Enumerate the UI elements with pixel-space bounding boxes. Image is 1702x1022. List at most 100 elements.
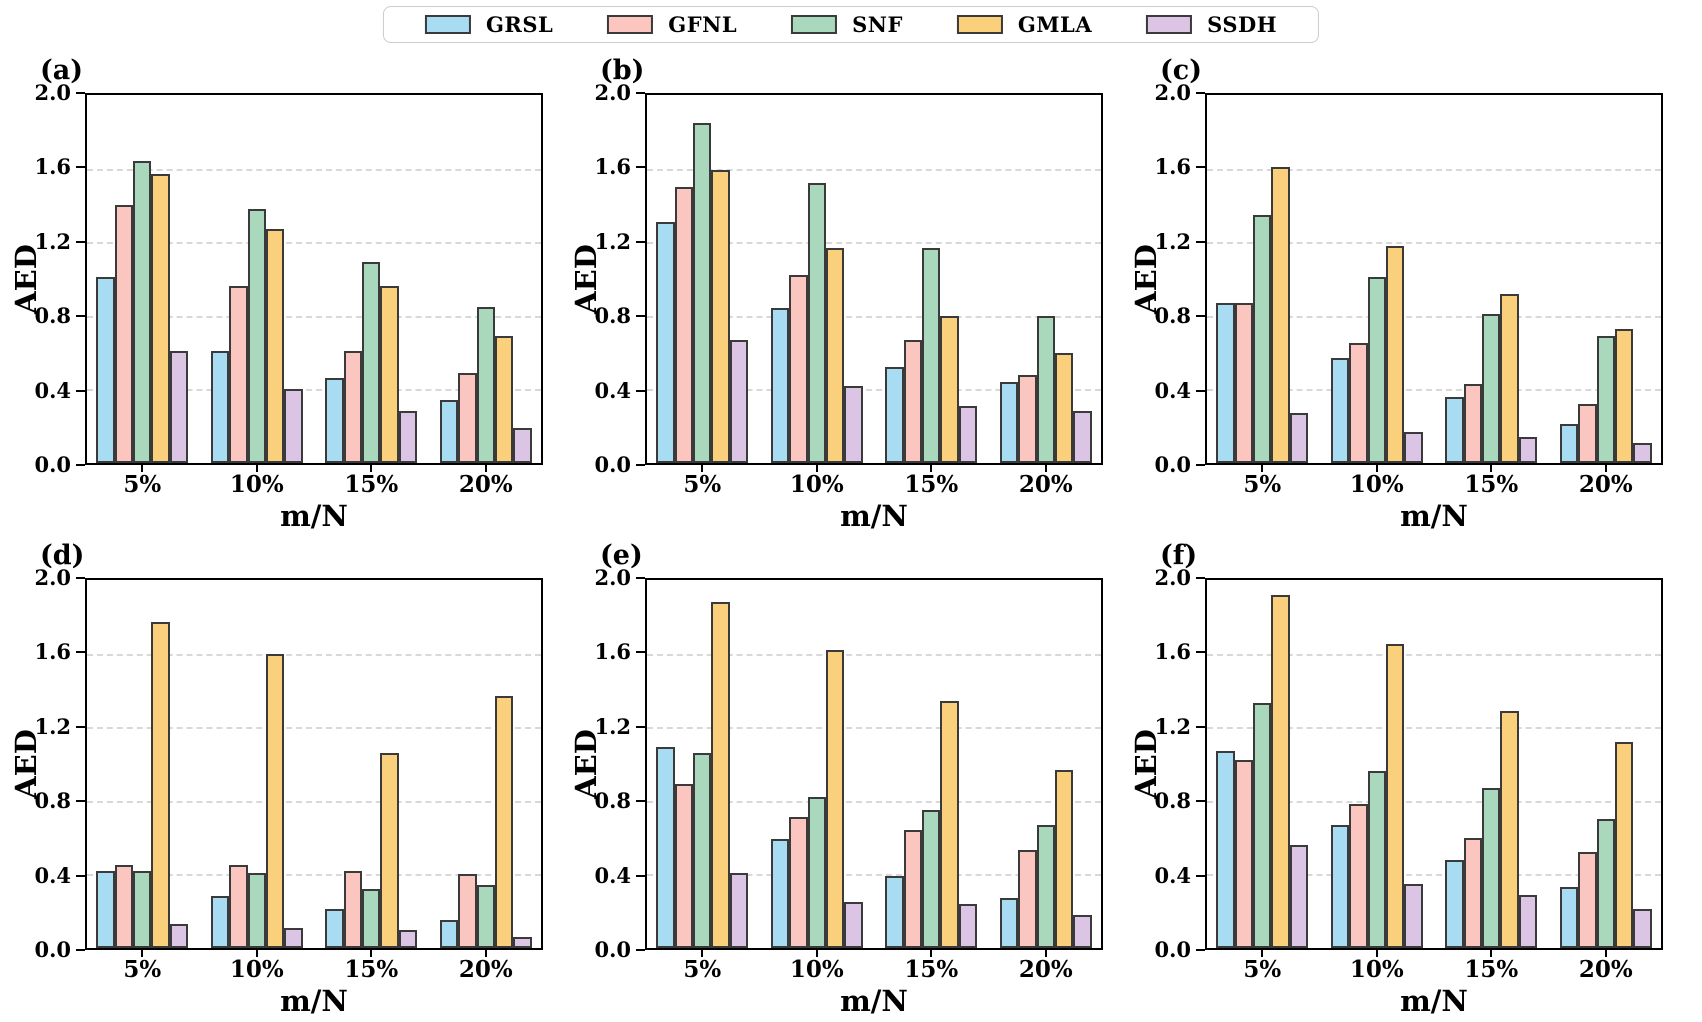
bar-snf-10pct-d bbox=[247, 872, 266, 948]
y-tick-mark-b bbox=[636, 92, 645, 94]
bar-snf-20pct-d bbox=[476, 885, 495, 948]
bar-grsl-15pct-c bbox=[1445, 396, 1464, 463]
bar-grsl-5pct-c bbox=[1216, 302, 1235, 463]
bar-grsl-5pct-d bbox=[96, 870, 115, 948]
x-tick-label-d: 5% bbox=[123, 956, 162, 983]
gridline-e-0.4 bbox=[647, 874, 1101, 877]
legend-swatch-grsl bbox=[424, 15, 471, 34]
y-tick-mark-a bbox=[76, 240, 85, 243]
plot-area-d bbox=[85, 578, 543, 950]
bar-grsl-10pct-b bbox=[770, 308, 790, 463]
plot-area-c bbox=[1205, 93, 1663, 465]
bar-ssdh-20pct-f bbox=[1633, 909, 1652, 948]
bar-snf-5pct-b bbox=[693, 122, 712, 463]
bar-gmla-20pct-a bbox=[494, 336, 514, 463]
bar-gmla-5pct-f bbox=[1271, 594, 1290, 948]
gridline-b-1.2 bbox=[647, 242, 1101, 245]
bar-ssdh-15pct-c bbox=[1518, 437, 1538, 463]
gridline-b-0.4 bbox=[647, 389, 1101, 392]
panel-label-b: (b) bbox=[600, 55, 645, 86]
bar-gmla-10pct-b bbox=[825, 247, 845, 463]
x-tick-label-c: 10% bbox=[1349, 471, 1404, 498]
bar-gmla-15pct-f bbox=[1500, 710, 1519, 948]
bar-grsl-20pct-c bbox=[1559, 424, 1579, 463]
bar-snf-5pct-c bbox=[1253, 214, 1272, 463]
x-tick-mark-c bbox=[1375, 463, 1378, 472]
bar-ssdh-5pct-f bbox=[1289, 844, 1309, 948]
bar-gmla-20pct-f bbox=[1614, 741, 1634, 948]
bar-grsl-5pct-b bbox=[656, 221, 675, 463]
gridline-c-1.6 bbox=[1207, 168, 1661, 171]
y-tick-mark-b bbox=[636, 389, 645, 392]
bar-grsl-15pct-e bbox=[885, 876, 904, 948]
y-tick-mark-e bbox=[636, 949, 645, 951]
bar-grsl-20pct-a bbox=[439, 400, 459, 463]
bar-ssdh-10pct-c bbox=[1404, 431, 1423, 463]
bar-gfnl-20pct-d bbox=[458, 874, 477, 948]
y-tick-mark-d bbox=[76, 651, 85, 654]
bar-ssdh-10pct-e bbox=[844, 902, 863, 948]
bar-grsl-20pct-d bbox=[439, 920, 459, 948]
bar-snf-20pct-e bbox=[1036, 824, 1055, 948]
bar-gfnl-10pct-d bbox=[229, 865, 248, 948]
panel-label-a: (a) bbox=[40, 55, 84, 86]
legend-item-gmla: GMLA bbox=[956, 12, 1092, 37]
bar-ssdh-20pct-c bbox=[1633, 442, 1652, 463]
bar-ssdh-5pct-b bbox=[729, 339, 749, 463]
bar-gmla-20pct-e bbox=[1054, 769, 1074, 948]
bar-grsl-10pct-c bbox=[1330, 358, 1350, 463]
bar-ssdh-10pct-b bbox=[844, 385, 863, 463]
bar-ssdh-10pct-d bbox=[284, 927, 303, 948]
bar-gfnl-20pct-e bbox=[1018, 850, 1037, 948]
bar-grsl-20pct-e bbox=[999, 898, 1019, 948]
x-tick-mark-a bbox=[370, 463, 373, 472]
bar-gmla-10pct-a bbox=[265, 229, 285, 463]
x-tick-mark-e bbox=[930, 948, 933, 957]
gridline-a-0.4 bbox=[87, 389, 541, 392]
bar-gfnl-20pct-b bbox=[1018, 374, 1037, 463]
x-tick-mark-d bbox=[255, 948, 258, 957]
y-tick-mark-c bbox=[1196, 389, 1205, 392]
bar-ssdh-15pct-d bbox=[398, 929, 418, 948]
legend-label-gfnl: GFNL bbox=[668, 12, 738, 37]
legend-item-snf: SNF bbox=[791, 12, 903, 37]
bar-ssdh-5pct-e bbox=[729, 872, 749, 948]
x-tick-mark-a bbox=[141, 463, 144, 472]
y-tick-mark-c bbox=[1196, 464, 1205, 466]
bar-gfnl-5pct-a bbox=[114, 205, 134, 463]
bar-grsl-10pct-e bbox=[770, 839, 790, 948]
bar-grsl-5pct-a bbox=[96, 277, 115, 463]
x-tick-label-e: 10% bbox=[789, 956, 844, 983]
legend-swatch-gfnl bbox=[607, 15, 654, 34]
x-axis-label-b: m/N bbox=[840, 499, 908, 533]
plot-area-b bbox=[645, 93, 1103, 465]
bar-gmla-10pct-d bbox=[265, 653, 285, 948]
x-tick-label-c: 5% bbox=[1243, 471, 1282, 498]
bar-gfnl-15pct-c bbox=[1463, 383, 1483, 463]
y-tick-label-f: 1.6 bbox=[1154, 639, 1191, 665]
bar-gmla-10pct-c bbox=[1385, 245, 1405, 463]
bar-ssdh-10pct-f bbox=[1404, 883, 1423, 948]
bar-gfnl-5pct-d bbox=[114, 865, 134, 948]
bar-grsl-10pct-f bbox=[1330, 824, 1350, 948]
bar-gmla-15pct-c bbox=[1500, 293, 1519, 463]
y-tick-mark-f bbox=[1196, 949, 1205, 951]
bar-ssdh-5pct-a bbox=[169, 350, 189, 463]
bar-ssdh-20pct-e bbox=[1073, 914, 1092, 948]
y-tick-mark-d bbox=[76, 725, 85, 728]
bar-gfnl-15pct-f bbox=[1463, 837, 1483, 948]
y-tick-label-d: 1.6 bbox=[34, 639, 71, 665]
y-tick-mark-a bbox=[76, 166, 85, 169]
bar-grsl-15pct-d bbox=[325, 909, 344, 948]
bar-snf-15pct-d bbox=[362, 889, 381, 948]
y-tick-mark-f bbox=[1196, 800, 1205, 803]
x-tick-mark-e bbox=[815, 948, 818, 957]
x-tick-label-d: 10% bbox=[229, 956, 284, 983]
x-tick-mark-b bbox=[930, 463, 933, 472]
y-tick-label-c: 0.8 bbox=[1154, 303, 1191, 329]
legend-item-gfnl: GFNL bbox=[607, 12, 737, 37]
x-tick-label-e: 5% bbox=[683, 956, 722, 983]
bar-grsl-15pct-f bbox=[1445, 859, 1464, 948]
x-tick-label-f: 15% bbox=[1464, 956, 1519, 983]
